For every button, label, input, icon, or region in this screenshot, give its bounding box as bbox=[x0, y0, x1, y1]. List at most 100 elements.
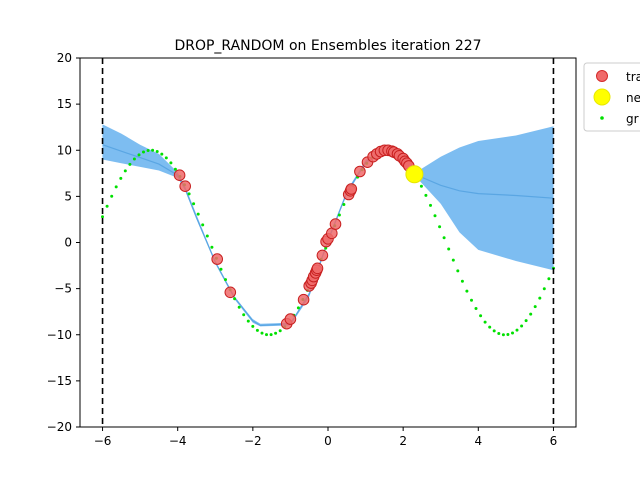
ground-truth-point bbox=[219, 267, 223, 271]
ground-truth-point bbox=[538, 296, 542, 300]
ground-truth-point bbox=[533, 305, 537, 309]
training-point bbox=[224, 286, 237, 299]
ground-truth-point bbox=[456, 269, 460, 273]
ground-truth-point bbox=[201, 223, 205, 227]
y-tick-label: 0 bbox=[64, 236, 72, 250]
ground-truth-point bbox=[465, 289, 469, 293]
y-tick-label: 15 bbox=[57, 97, 72, 111]
x-tick-label: 2 bbox=[399, 434, 407, 448]
ground-truth-point bbox=[101, 215, 104, 219]
legend-label-gr: gr bbox=[626, 112, 639, 126]
chart-title: DROP_RANDOM on Ensembles iteration 227 bbox=[174, 38, 481, 54]
training-point bbox=[211, 253, 223, 265]
ground-truth-point bbox=[529, 312, 533, 316]
y-tick-label: 5 bbox=[64, 189, 72, 203]
training-points bbox=[173, 144, 415, 330]
ground-truth-point bbox=[419, 184, 423, 188]
ground-truth-point bbox=[137, 153, 141, 157]
ground-truth-point bbox=[442, 236, 446, 240]
ground-truth-point bbox=[128, 162, 132, 166]
training-point bbox=[179, 180, 191, 192]
uncertainty-band bbox=[102, 124, 554, 327]
training-point bbox=[311, 262, 324, 275]
x-axis: −6 −4 −2 0 2 4 6 bbox=[94, 427, 558, 448]
ground-truth-point bbox=[119, 176, 123, 180]
ground-truth-point bbox=[155, 150, 159, 153]
ground-truth-point bbox=[497, 332, 501, 335]
y-tick-label: −15 bbox=[47, 374, 72, 388]
ground-truth-point bbox=[460, 279, 464, 283]
ground-truth-point bbox=[429, 203, 432, 207]
ground-truth-point bbox=[251, 324, 255, 328]
legend-marker-tra bbox=[596, 70, 608, 82]
ground-truth-point bbox=[132, 157, 136, 161]
ground-truth-point bbox=[233, 297, 237, 301]
ground-truth-point bbox=[105, 204, 109, 208]
ground-truth-point bbox=[151, 148, 155, 152]
ground-truth-point bbox=[547, 277, 551, 281]
ground-truth-point bbox=[142, 150, 145, 154]
ground-truth-point bbox=[255, 328, 259, 332]
ground-truth-point bbox=[451, 258, 455, 262]
ground-truth-point bbox=[224, 278, 227, 282]
ground-truth-point bbox=[242, 313, 246, 317]
legend: tra ne gr bbox=[583, 62, 640, 132]
x-tick-label: 4 bbox=[474, 434, 482, 448]
legend-marker-gr bbox=[600, 116, 604, 120]
ground-truth-point bbox=[470, 298, 473, 302]
y-tick-label: 10 bbox=[57, 143, 72, 157]
ground-truth-point bbox=[474, 307, 478, 310]
ground-truth-point bbox=[479, 314, 483, 318]
y-tick-label: −20 bbox=[47, 420, 72, 434]
x-bound-lines bbox=[101, 58, 555, 427]
ground-truth-point bbox=[265, 333, 268, 337]
ground-truth-point bbox=[274, 331, 278, 335]
ground-truth-point bbox=[483, 320, 487, 324]
ground-truth-point bbox=[278, 329, 282, 333]
y-tick-label: −5 bbox=[54, 282, 72, 296]
ground-truth-point bbox=[438, 225, 442, 229]
ground-truth-point bbox=[110, 194, 114, 198]
ground-truth-point bbox=[506, 333, 510, 336]
x-tick-label: −6 bbox=[94, 434, 112, 448]
legend-label-ne: ne bbox=[626, 91, 640, 105]
y-tick-label: 20 bbox=[57, 51, 72, 65]
ground-truth-point bbox=[164, 156, 168, 160]
ground-truth-point bbox=[447, 247, 451, 251]
ground-truth-point bbox=[169, 161, 173, 165]
ground-truth-point bbox=[511, 331, 514, 335]
y-tick-label: −10 bbox=[47, 328, 72, 342]
ground-truth-point bbox=[524, 319, 528, 323]
y-axis: −20 −15 −10 −5 0 5 10 15 20 bbox=[47, 51, 80, 434]
ground-truth-point bbox=[492, 329, 496, 333]
ground-truth-point bbox=[237, 305, 241, 309]
legend-label-tra: tra bbox=[626, 70, 640, 84]
ground-truth-point bbox=[488, 325, 492, 329]
next-point-marker bbox=[405, 165, 424, 184]
next-point bbox=[405, 165, 424, 184]
training-point bbox=[354, 165, 366, 178]
x-tick-label: −2 bbox=[244, 434, 262, 448]
ground-truth-point bbox=[337, 213, 341, 217]
x-tick-label: 0 bbox=[324, 434, 332, 448]
ground-truth-point bbox=[424, 193, 428, 197]
ground-truth-point bbox=[501, 333, 505, 337]
ground-truth-point bbox=[520, 324, 524, 328]
x-tick-label: −4 bbox=[169, 434, 187, 448]
ground-truth-point bbox=[146, 149, 150, 152]
ground-truth-point bbox=[260, 331, 264, 335]
ground-truth-point bbox=[187, 192, 191, 196]
ground-truth-point bbox=[196, 212, 200, 216]
x-tick-label: 6 bbox=[550, 434, 558, 448]
training-point bbox=[329, 218, 342, 230]
ground-truth-point bbox=[269, 333, 273, 337]
ground-truth-point bbox=[246, 319, 250, 323]
ground-truth-point bbox=[542, 287, 546, 291]
ground-truth-point bbox=[205, 234, 209, 238]
ground-truth-point bbox=[210, 245, 214, 249]
training-point bbox=[284, 313, 297, 325]
ground-truth-point bbox=[515, 328, 519, 332]
ground-truth-point bbox=[433, 214, 437, 218]
training-point bbox=[345, 183, 358, 195]
ground-truth-point bbox=[192, 202, 196, 206]
